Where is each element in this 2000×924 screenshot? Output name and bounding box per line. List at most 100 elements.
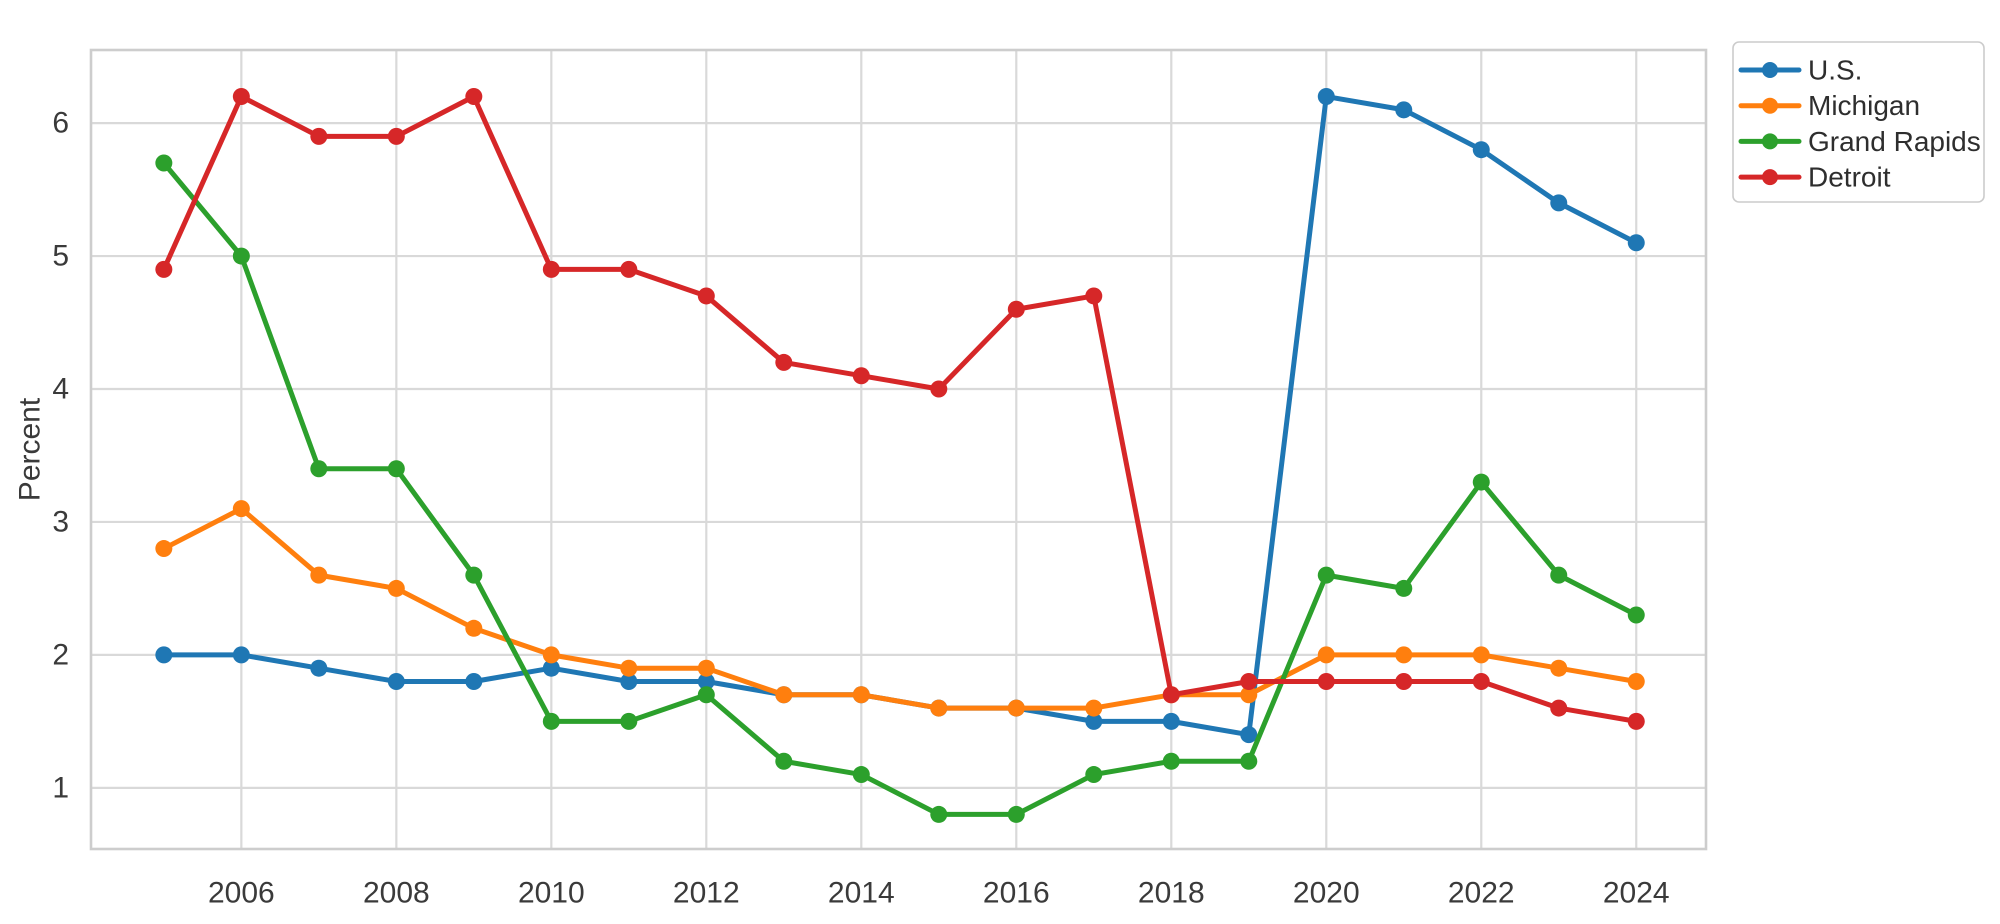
y-tick-label: 2: [52, 638, 69, 671]
series-marker-0: [310, 659, 328, 677]
series-marker-3: [1007, 300, 1025, 318]
series-marker-2: [232, 247, 250, 265]
series-marker-2: [1085, 766, 1103, 784]
series-marker-0: [155, 646, 173, 664]
series-marker-0: [387, 672, 405, 690]
plot-area: [91, 50, 1706, 849]
series-line-1: [161, 506, 1639, 711]
series-marker-1: [852, 686, 870, 704]
series-marker-0: [1240, 726, 1258, 744]
x-tick-label: 2014: [828, 877, 895, 910]
series-marker-3: [542, 260, 560, 278]
series-marker-0: [697, 672, 715, 690]
x-tick-label: 2024: [1603, 877, 1670, 910]
legend-label-3: Detroit: [1808, 162, 1891, 193]
series-marker-2: [1240, 752, 1258, 770]
legend-marker-1: [1762, 97, 1778, 114]
series-marker-0: [542, 659, 560, 677]
legend-label-2: Grand Rapids: [1808, 126, 1981, 157]
series-marker-1: [310, 566, 328, 584]
y-axis-label: Percent: [14, 397, 47, 501]
series-marker-3: [620, 260, 638, 278]
series-marker-0: [1317, 88, 1335, 106]
series-marker-2: [1007, 805, 1025, 823]
series-marker-1: [1395, 646, 1413, 664]
series-marker-2: [1550, 566, 1568, 584]
series-marker-3: [1472, 672, 1490, 690]
series-marker-2: [930, 805, 948, 823]
series-marker-1: [1007, 699, 1025, 717]
series-marker-2: [1317, 566, 1335, 584]
series-marker-3: [1550, 699, 1568, 717]
series-marker-3: [930, 380, 948, 398]
series-marker-1: [232, 500, 250, 518]
plot-border: [89, 48, 1708, 851]
series-marker-3: [155, 260, 173, 278]
series-marker-1: [542, 646, 560, 664]
series-marker-1: [1240, 686, 1258, 704]
series-marker-1: [620, 659, 638, 677]
series-marker-0: [1085, 712, 1103, 730]
series-marker-2: [1395, 579, 1413, 597]
series-marker-2: [697, 686, 715, 704]
series-marker-3: [1162, 686, 1180, 704]
series-marker-1: [1085, 699, 1103, 717]
series-marker-3: [232, 88, 250, 106]
series-marker-0: [465, 672, 483, 690]
legend-label-0: U.S.: [1808, 55, 1862, 86]
y-tick-label: 4: [52, 373, 69, 406]
series-marker-1: [1627, 672, 1645, 690]
series-marker-1: [1550, 659, 1568, 677]
series-marker-1: [930, 699, 948, 717]
x-tick-label: 2012: [673, 877, 740, 910]
series-marker-1: [1472, 646, 1490, 664]
series-marker-1: [465, 619, 483, 637]
series-marker-2: [155, 154, 173, 172]
series-marker-2: [542, 712, 560, 730]
x-tick-label: 2016: [983, 877, 1050, 910]
series-marker-0: [1627, 234, 1645, 252]
series-marker-3: [1317, 672, 1335, 690]
series-marker-0: [1472, 141, 1490, 159]
x-tick-label: 2018: [1138, 877, 1205, 910]
series-marker-2: [310, 460, 328, 478]
series-marker-2: [1162, 752, 1180, 770]
series-marker-3: [697, 287, 715, 305]
series-marker-1: [387, 579, 405, 597]
series-marker-1: [155, 540, 173, 558]
series-marker-2: [775, 752, 793, 770]
y-tick-label: 3: [52, 505, 69, 538]
series-marker-3: [1627, 712, 1645, 730]
series-marker-1: [1317, 646, 1335, 664]
series-marker-3: [1395, 672, 1413, 690]
series-marker-2: [1472, 473, 1490, 491]
series-marker-0: [620, 672, 638, 690]
series-marker-2: [465, 566, 483, 584]
series-marker-3: [775, 353, 793, 371]
legend-marker-3: [1762, 169, 1778, 186]
x-tick-label: 2006: [208, 877, 275, 910]
series-marker-0: [1162, 712, 1180, 730]
series-marker-1: [775, 686, 793, 704]
y-tick-label: 1: [52, 771, 69, 804]
y-tick-label: 6: [52, 107, 69, 140]
series-marker-3: [1085, 287, 1103, 305]
y-tick-label: 5: [52, 240, 69, 273]
series-marker-3: [387, 127, 405, 145]
x-tick-label: 2020: [1293, 877, 1360, 910]
series-marker-0: [232, 646, 250, 664]
series-marker-3: [465, 88, 483, 106]
legend-marker-0: [1762, 62, 1778, 78]
legend-box: [1732, 41, 1985, 203]
x-tick-label: 2010: [518, 877, 585, 910]
series-marker-3: [852, 367, 870, 385]
series-marker-3: [1240, 672, 1258, 690]
series-marker-2: [387, 460, 405, 478]
series-marker-2: [852, 766, 870, 784]
legend-marker-2: [1762, 133, 1778, 150]
x-tick-label: 2008: [363, 877, 430, 910]
series-line-3: [161, 94, 1639, 724]
series-marker-0: [1550, 194, 1568, 212]
